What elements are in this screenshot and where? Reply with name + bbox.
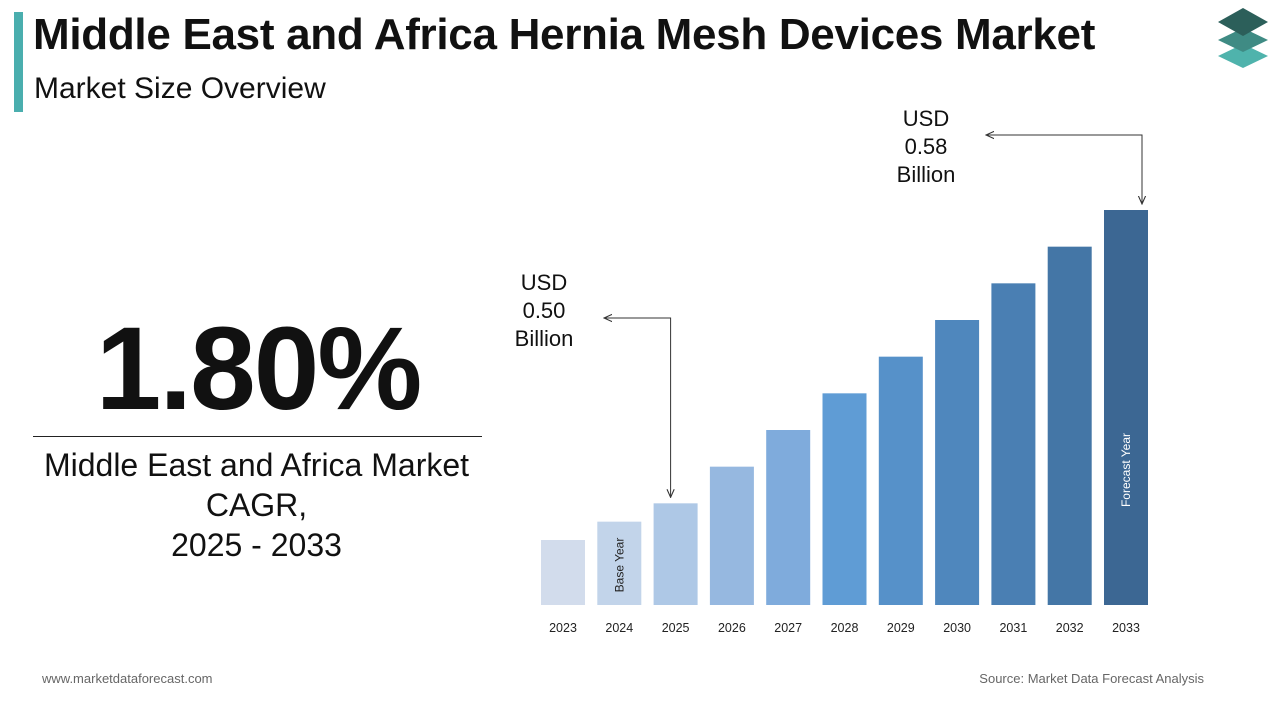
x-tick-2024: 2024 bbox=[605, 621, 633, 635]
callout-2033-line3: Billion bbox=[897, 162, 956, 187]
callout-2033-line2: 0.58 bbox=[905, 134, 948, 159]
market-size-chart: Base Year Forecast Year 2023 2024 2025 2026 2… bbox=[515, 106, 1148, 635]
bar-2024 bbox=[597, 521, 642, 605]
logo-layer-bottom bbox=[1218, 44, 1268, 68]
logo-layer-top bbox=[1218, 8, 1268, 36]
x-tick-2027: 2027 bbox=[774, 621, 802, 635]
cagr-label-line1: Middle East and Africa Market bbox=[43, 447, 470, 483]
logo-layer-middle bbox=[1218, 28, 1268, 52]
callout-2025-line1: USD bbox=[521, 270, 567, 295]
cagr-value: 1.80% bbox=[95, 303, 423, 435]
cagr-label-line2: CAGR, bbox=[205, 487, 308, 523]
bar-2028 bbox=[822, 393, 867, 605]
footer-website: www.marketdataforecast.com bbox=[42, 671, 213, 686]
x-tick-2033: 2033 bbox=[1112, 621, 1140, 635]
title-accent-bar bbox=[14, 12, 23, 112]
cagr-label: Middle East and Africa Market CAGR, 2025… bbox=[33, 445, 480, 565]
x-tick-2029: 2029 bbox=[887, 621, 915, 635]
bar-2023 bbox=[541, 540, 585, 605]
bar-2033 bbox=[1104, 210, 1148, 605]
page-subtitle: Market Size Overview bbox=[34, 72, 326, 105]
x-tick-2028: 2028 bbox=[831, 621, 859, 635]
bar-label-2024: Base Year bbox=[612, 538, 626, 593]
callout-arrow-2025 bbox=[604, 318, 671, 497]
bar-2025 bbox=[653, 503, 698, 605]
cagr-label-line3: 2025 - 2033 bbox=[171, 527, 342, 563]
footer-source: Source: Market Data Forecast Analysis bbox=[979, 671, 1204, 686]
callout-2025-line2: 0.50 bbox=[523, 298, 566, 323]
x-tick-2030: 2030 bbox=[943, 621, 971, 635]
page-title: Middle East and Africa Hernia Mesh Devic… bbox=[33, 10, 1096, 59]
x-tick-2025: 2025 bbox=[662, 621, 690, 635]
bar-2030 bbox=[935, 320, 980, 605]
bar-2029 bbox=[878, 356, 923, 605]
cagr-divider bbox=[33, 436, 482, 437]
callout-2025-line3: Billion bbox=[515, 326, 574, 351]
x-tick-2026: 2026 bbox=[718, 621, 746, 635]
bar-2032 bbox=[1047, 246, 1092, 605]
x-tick-2032: 2032 bbox=[1056, 621, 1084, 635]
x-tick-2031: 2031 bbox=[999, 621, 1027, 635]
callout-2033-line1: USD bbox=[903, 106, 949, 131]
callout-arrow-2033 bbox=[986, 135, 1142, 204]
bar-2031 bbox=[991, 283, 1036, 605]
x-tick-2023: 2023 bbox=[549, 621, 577, 635]
bar-2027 bbox=[766, 430, 811, 605]
company-logo-icon bbox=[1218, 8, 1268, 68]
bar-2026 bbox=[709, 466, 754, 605]
bar-label-2033: Forecast Year bbox=[1119, 433, 1133, 507]
